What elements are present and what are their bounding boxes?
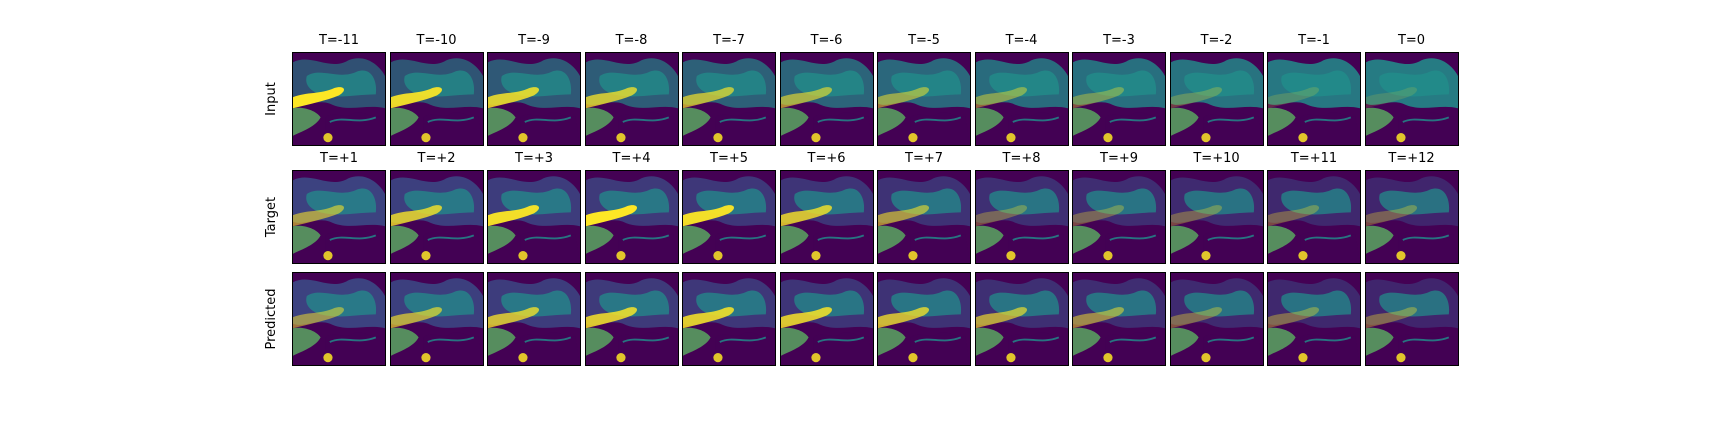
image-panel [584,170,679,264]
image-panel [779,272,874,366]
panel-title: T=+9 [1100,151,1138,166]
row-label-predicted: Predicted [264,288,279,350]
panel-title: T=+2 [417,151,456,166]
heatmap-image [683,171,775,263]
heatmap-image [1268,171,1360,263]
heatmap-image [1365,53,1458,145]
heatmap-image [683,273,775,365]
image-panel [877,170,971,264]
heatmap-image [585,273,678,365]
heatmap-image [585,171,678,263]
image-panel [1169,52,1264,146]
heatmap-image [878,273,970,365]
panel-title: T=+11 [1290,151,1338,166]
heatmap-image [1268,53,1360,145]
panel-title: T=+4 [612,151,651,166]
image-panel [1169,170,1264,264]
heatmap-image [1268,273,1360,365]
image-panel [1072,52,1166,146]
image-panel [877,52,971,146]
heatmap-image [488,273,580,365]
image-panel [1267,52,1361,146]
image-panel [1267,272,1361,366]
panel-title: T=-3 [1103,33,1135,48]
heatmap-image [683,53,775,145]
heatmap-image [1365,171,1458,263]
heatmap-image [293,273,385,365]
heatmap-image [780,273,873,365]
heatmap-image [878,53,970,145]
image-panel [292,272,386,366]
image-panel [584,52,679,146]
image-panel [974,52,1069,146]
heatmap-image [975,53,1068,145]
heatmap-image [1170,53,1263,145]
heatmap-image [780,53,873,145]
image-panel [389,272,484,366]
image-panel [487,52,581,146]
heatmap-image [1073,53,1165,145]
image-panel [1072,170,1166,264]
panel-title: T=+3 [515,151,553,166]
heatmap-image [390,273,483,365]
heatmap-image [293,171,385,263]
image-panel [584,272,679,366]
heatmap-image [488,171,580,263]
image-panel [487,170,581,264]
image-panel [292,52,386,146]
panel-title: T=+6 [807,151,846,166]
heatmap-image [585,53,678,145]
panel-title: T=+1 [320,151,358,166]
panel-title: T=-4 [1005,33,1038,48]
heatmap-image [390,53,483,145]
panel-title: T=-5 [908,33,940,48]
panel-title: T=-11 [318,33,360,48]
panel-title: T=-6 [810,33,843,48]
image-panel [1267,170,1361,264]
panel-title: T=-9 [518,33,550,48]
image-panel [877,272,971,366]
heatmap-image [390,171,483,263]
panel-title: T=-1 [1298,33,1330,48]
panel-title: T=0 [1397,33,1426,48]
heatmap-image [975,171,1068,263]
heatmap-image [1170,273,1263,365]
panel-title: T=-8 [615,33,648,48]
image-panel [487,272,581,366]
panel-title: T=-10 [416,33,457,48]
image-panel [682,52,776,146]
image-panel [1364,52,1459,146]
row-label-input: Input [264,82,279,116]
panel-title: T=+8 [1002,151,1041,166]
image-panel [389,52,484,146]
image-panel [1169,272,1264,366]
image-panel [292,170,386,264]
heatmap-image [878,171,970,263]
panel-title: T=+5 [710,151,748,166]
image-panel [974,272,1069,366]
image-panel [779,170,874,264]
panel-title: T=+12 [1388,151,1435,166]
panel-title: T=-7 [713,33,745,48]
image-panel [779,52,874,146]
heatmap-image [1073,171,1165,263]
image-panel [682,170,776,264]
heatmap-image [1073,273,1165,365]
image-panel [1072,272,1166,366]
heatmap-image [1170,171,1263,263]
heatmap-image [780,171,873,263]
panel-title: T=-2 [1200,33,1233,48]
image-panel [1364,170,1459,264]
heatmap-image [488,53,580,145]
panel-title: T=+10 [1193,151,1240,166]
heatmap-image [975,273,1068,365]
heatmap-image [1365,273,1458,365]
image-panel [974,170,1069,264]
image-panel [389,170,484,264]
heatmap-image [293,53,385,145]
image-panel [1364,272,1459,366]
panel-title: T=+7 [905,151,943,166]
image-panel [682,272,776,366]
